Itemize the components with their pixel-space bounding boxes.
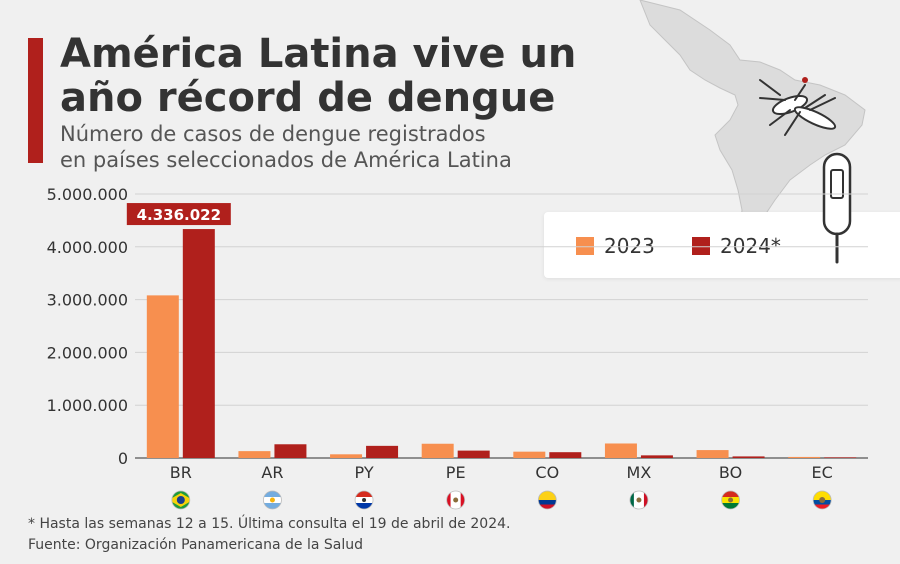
argentina-flag-icon — [263, 490, 282, 510]
bar-pe-2023 — [421, 443, 454, 458]
bar-br-2024 — [182, 229, 215, 458]
flags-layer — [171, 490, 832, 510]
y-tick-label: 2.000.000 — [47, 343, 128, 362]
legend-swatch-2023 — [576, 237, 594, 255]
bolivia-flag-icon — [721, 490, 740, 510]
colombia-flag-icon — [537, 490, 557, 510]
x-tick-label: EC — [812, 463, 833, 482]
bar-mx-2024 — [640, 455, 673, 458]
mexico-flag-icon — [629, 490, 649, 510]
y-tick-label: 4.000.000 — [47, 238, 128, 257]
bar-bo-2023 — [696, 450, 729, 458]
legend-label-2024: 2024* — [720, 234, 781, 258]
legend-label-2023: 2023 — [604, 234, 655, 258]
bar-ar-2023 — [238, 451, 271, 458]
x-axis-ticks: BR AR PY PE CO MX BO EC — [170, 463, 833, 482]
title-line-1: América Latina vive un — [60, 31, 577, 77]
x-tick-label: CO — [535, 463, 559, 482]
value-label-br-2024: 4.336.022 — [126, 203, 231, 226]
legend-item-2023: 2023 — [576, 234, 655, 258]
subtitle-line-1: Número de casos de dengue registrados — [60, 122, 486, 146]
bar-py-2024 — [366, 445, 399, 458]
brazil-flag-icon — [171, 490, 191, 510]
x-tick-label: PY — [355, 463, 374, 482]
annotations-layer: 4.336.022 — [126, 203, 231, 226]
y-tick-label: 3.000.000 — [47, 291, 128, 310]
source-note: Fuente: Organización Panamericana de la … — [28, 537, 363, 553]
y-tick-label: 1.000.000 — [47, 396, 128, 415]
value-label-text: 4.336.022 — [137, 206, 221, 224]
ecuador-flag-icon — [812, 490, 832, 510]
legend-item-2024: 2024* — [692, 234, 781, 258]
subtitle-line-2: en países seleccionados de América Latin… — [60, 148, 512, 172]
footnote: * Hasta las semanas 12 a 15. Última cons… — [28, 516, 511, 532]
bar-co-2024 — [549, 452, 582, 458]
x-tick-label: MX — [627, 463, 652, 482]
bar-ar-2024 — [274, 444, 307, 458]
bar-ec-2024 — [824, 457, 857, 458]
bar-br-2023 — [146, 295, 179, 458]
x-tick-label: AR — [261, 463, 283, 482]
bar-chart: 0 1.000.000 2.000.000 3.000.000 4.000.000 5.0… — [47, 185, 868, 510]
x-tick-label: PE — [446, 463, 466, 482]
bar-co-2023 — [513, 451, 546, 458]
title-line-2: año récord de dengue — [60, 75, 556, 121]
peru-flag-icon — [446, 490, 466, 510]
y-tick-label: 0 — [118, 449, 128, 468]
y-tick-label: 5.000.000 — [47, 185, 128, 204]
grid-layer — [135, 193, 868, 459]
bar-py-2023 — [330, 454, 363, 458]
x-tick-label: BO — [719, 463, 742, 482]
title-accent-bar — [28, 38, 43, 163]
x-tick-label: BR — [170, 463, 192, 482]
mosquito-icon — [759, 77, 837, 136]
legend-swatch-2024 — [692, 237, 710, 255]
paraguay-flag-icon — [354, 490, 374, 510]
bars-layer — [146, 229, 857, 458]
chart-subtitle: Número de casos de dengue registrados en… — [60, 121, 680, 173]
chart-title: América Latina vive un año récord de den… — [60, 32, 680, 120]
bar-pe-2024 — [457, 450, 490, 458]
bar-bo-2024 — [732, 456, 765, 458]
bar-mx-2023 — [604, 443, 637, 458]
bar-ec-2023 — [788, 456, 821, 458]
y-axis-ticks: 0 1.000.000 2.000.000 3.000.000 4.000.000 5.0… — [47, 185, 128, 468]
